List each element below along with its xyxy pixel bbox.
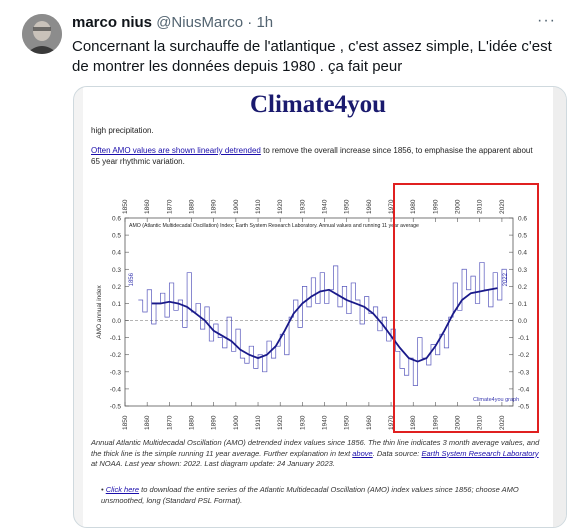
chart-title: AMO (Atlantic Multidecadal Oscillation) … (129, 223, 419, 229)
y-tick-label-left: -0.5 (110, 404, 122, 411)
x-tick-label-top: 1970 (388, 199, 395, 214)
x-tick-label-bottom: 1910 (255, 415, 262, 430)
x-tick-label-bottom: 2010 (477, 415, 484, 430)
author-handle[interactable]: @NiusMarco (156, 14, 244, 31)
x-tick-label-bottom: 1880 (189, 415, 196, 430)
page-margin (553, 87, 566, 527)
x-tick-label-top: 1950 (344, 199, 351, 214)
x-tick-label-top: 2020 (499, 199, 506, 214)
x-tick-label-bottom: 1970 (388, 415, 395, 430)
bullet-text: to download the entire series of the Atl… (101, 485, 519, 505)
y-tick-label-left: 0.1 (112, 301, 121, 308)
y-tick-label-right: -0.4 (518, 386, 530, 393)
tweet-media-image[interactable]: Climate4you high precipitation. Often AM… (73, 86, 567, 528)
y-tick-label-left: -0.2 (110, 352, 122, 359)
y-tick-label-right: 0.2 (518, 284, 527, 291)
y-tick-label-right: 0.0 (518, 318, 527, 325)
x-tick-label-bottom: 1950 (344, 415, 351, 430)
x-tick-label-top: 1940 (322, 199, 329, 214)
series-thin-line (138, 262, 507, 386)
caption-text-2: . Data source: (372, 448, 422, 458)
webpage-screenshot: Climate4you high precipitation. Often AM… (83, 87, 553, 527)
x-tick-label-bottom: 2000 (455, 415, 462, 430)
detrend-text: to remove the overall increase since 185… (91, 146, 533, 166)
x-tick-label-top: 1910 (255, 199, 262, 214)
tweet-text: Concernant la surchauffe de l'atlantique… (72, 38, 552, 75)
x-tick-label-bottom: 1920 (277, 415, 284, 430)
detrend-link[interactable]: Often AMO values are shown linearly detr… (91, 146, 261, 155)
amo-chart: 1850 1850 1860 1860 1870 1870 1880 1880 1890 1890… (96, 199, 530, 430)
x-tick-label-bottom: 1960 (366, 415, 373, 430)
x-tick-label-top: 1860 (144, 199, 151, 214)
x-tick-label-top: 1920 (277, 199, 284, 214)
site-title: Climate4you (249, 91, 387, 118)
plot-frame (124, 217, 514, 407)
x-tick-label-bottom: 1860 (144, 415, 151, 430)
y-tick-label-left: 0.6 (112, 216, 121, 223)
x-tick-label-top: 1980 (410, 199, 417, 214)
x-tick-label-top: 1870 (166, 199, 173, 214)
y-tick-label-left: 0.0 (112, 318, 121, 325)
highlight-box (393, 183, 539, 433)
y-tick-label-right: 0.3 (518, 267, 527, 274)
y-tick-label-left: 0.5 (112, 233, 121, 240)
caption-text-3: at NOAA. Last year shown: 2022. Last dia… (91, 459, 335, 468)
author-name[interactable]: marco nius (72, 14, 153, 31)
avatar[interactable] (22, 14, 62, 54)
x-tick-label-bottom: 1870 (166, 415, 173, 430)
y-tick-label-right: 0.4 (518, 250, 527, 257)
x-tick-label-top: 1850 (122, 199, 129, 214)
x-tick-label-bottom: 1990 (432, 415, 439, 430)
graph-credit: Climate4you graph (473, 397, 519, 403)
click-here-link[interactable]: Click here (105, 485, 140, 494)
bullet-dot: • (101, 485, 106, 494)
x-tick-label-bottom: 1890 (211, 415, 218, 430)
x-tick-label-top: 1930 (299, 199, 306, 214)
y-tick-label-right: 0.5 (518, 233, 527, 240)
y-tick-label-left: 0.3 (112, 267, 121, 274)
x-tick-label-top: 1880 (189, 199, 196, 214)
x-tick-label-bottom: 1930 (299, 415, 306, 430)
series-thick-line (151, 287, 498, 363)
y-tick-label-right: -0.3 (518, 369, 530, 376)
intro-fragment: high precipitation. (91, 126, 154, 135)
above-link[interactable]: above (352, 448, 373, 458)
x-tick-label-top: 2010 (477, 199, 484, 214)
y-tick-label-right: -0.1 (518, 335, 530, 342)
detrend-paragraph: Often AMO values are shown linearly detr… (91, 145, 541, 167)
download-bullet: • Click here to download the entire seri… (101, 485, 531, 506)
y-tick-label-right: 0.6 (518, 216, 527, 223)
caption-text-1: Annual Atlantic Multidecadal Oscillation… (91, 438, 540, 458)
x-tick-label-top: 1990 (432, 199, 439, 214)
y-tick-label-right: -0.2 (518, 352, 530, 359)
y-tick-label-left: -0.1 (110, 335, 122, 342)
x-tick-label-bottom: 1980 (410, 415, 417, 430)
y-tick-label-left: -0.4 (110, 386, 122, 393)
x-tick-label-bottom: 1850 (122, 415, 129, 430)
y-tick-label-left: 0.4 (112, 250, 121, 257)
start-year-label: 1856 (129, 272, 135, 286)
y-axis-label: AMO annual index (96, 285, 103, 339)
x-tick-label-top: 2000 (455, 199, 462, 214)
x-tick-label-top: 1890 (211, 199, 218, 214)
x-tick-label-bottom: 1900 (233, 415, 240, 430)
x-tick-label-top: 1960 (366, 199, 373, 214)
x-tick-label-bottom: 1940 (322, 415, 329, 430)
tweet-header: marco nius @NiusMarco · 1h (72, 14, 273, 31)
more-options-icon[interactable]: ··· (537, 12, 556, 29)
y-tick-label-right: -0.5 (518, 404, 530, 411)
separator-dot: · (247, 14, 253, 31)
timestamp[interactable]: 1h (256, 14, 274, 31)
x-tick-label-top: 1900 (233, 199, 240, 214)
chart-caption: Annual Atlantic Multidecadal Oscillation… (91, 438, 541, 470)
x-tick-label-bottom: 2020 (499, 415, 506, 430)
y-tick-label-left: 0.2 (112, 284, 121, 291)
source-link[interactable]: Earth System Research Laboratory (421, 448, 539, 458)
y-tick-label-right: 0.1 (518, 301, 527, 308)
y-tick-label-left: -0.3 (110, 369, 122, 376)
